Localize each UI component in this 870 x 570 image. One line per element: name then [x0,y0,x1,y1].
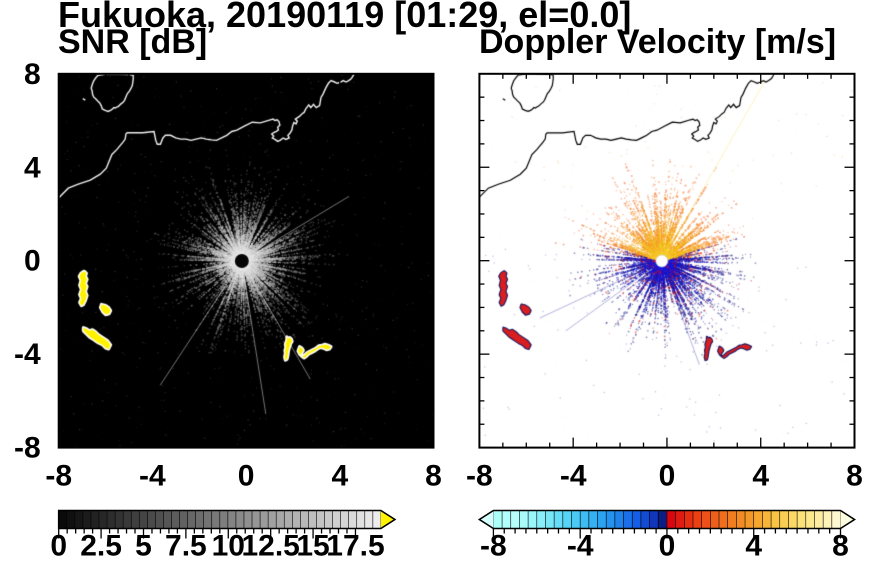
svg-text:4: 4 [745,530,762,563]
svg-text:8: 8 [832,530,849,563]
svg-text:-8: -8 [480,530,507,563]
svg-text:4: 4 [331,460,348,493]
svg-text:0: 0 [50,530,67,563]
svg-text:-4: -4 [139,460,166,493]
svg-text:4: 4 [24,151,41,184]
svg-text:8: 8 [846,460,863,493]
svg-text:0: 0 [659,530,676,563]
svg-text:0: 0 [238,460,255,493]
svg-text:10: 10 [212,530,245,563]
svg-text:-8: -8 [14,432,41,465]
svg-text:8: 8 [24,58,41,91]
svg-text:5: 5 [135,530,152,563]
svg-text:0: 0 [659,460,676,493]
svg-text:-8: -8 [466,460,493,493]
svg-text:17.5: 17.5 [326,530,384,563]
svg-text:7.5: 7.5 [165,530,207,563]
svg-text:-8: -8 [45,460,72,493]
svg-text:12.5: 12.5 [241,530,299,563]
svg-text:0: 0 [24,245,41,278]
svg-text:4: 4 [752,460,769,493]
svg-text:15: 15 [296,530,329,563]
svg-text:8: 8 [425,460,442,493]
svg-text:-4: -4 [560,460,587,493]
svg-text:2.5: 2.5 [80,530,122,563]
svg-text:-4: -4 [567,530,594,563]
svg-text:-4: -4 [14,338,41,371]
